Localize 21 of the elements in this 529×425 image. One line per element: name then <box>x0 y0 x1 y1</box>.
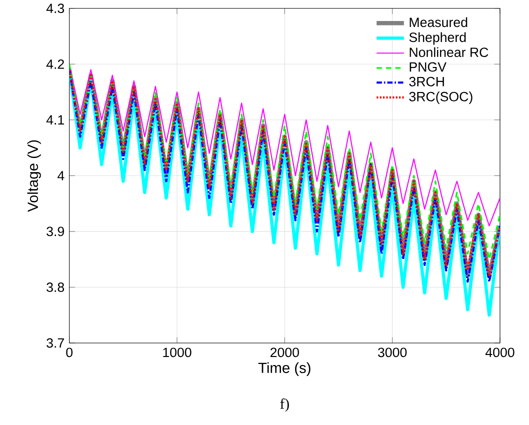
legend-label: 3RCH <box>409 76 444 86</box>
y-tick-label: 4.1 <box>46 115 64 124</box>
legend-label: PNGV <box>410 62 446 72</box>
y-tick-label: 3.8 <box>46 282 64 292</box>
x-tick-label: 3000 <box>378 348 407 358</box>
y-tick-label: 4 <box>58 171 64 180</box>
x-tick-label: 1000 <box>163 348 192 358</box>
y-tick-label: 4.3 <box>46 4 64 14</box>
x-tick-label: 0 <box>66 348 73 358</box>
y-tick-label: 4.2 <box>46 59 64 69</box>
x-axis-title: Time (s) <box>258 362 310 376</box>
legend-label: Nonlinear RC <box>410 47 488 58</box>
legend-label: Shepherd <box>409 32 466 45</box>
y-tick-label: 3.9 <box>46 226 64 236</box>
legend-label: 3RC(SOC) <box>409 92 472 104</box>
y-axis-title: Voltage (V) <box>27 140 41 212</box>
y-tick-label: 3.7 <box>46 338 64 348</box>
text: f) <box>280 398 289 412</box>
x-tick-label: 4000 <box>485 348 514 358</box>
legend-label: Measured <box>410 17 468 28</box>
x-tick-label: 2000 <box>270 348 299 358</box>
